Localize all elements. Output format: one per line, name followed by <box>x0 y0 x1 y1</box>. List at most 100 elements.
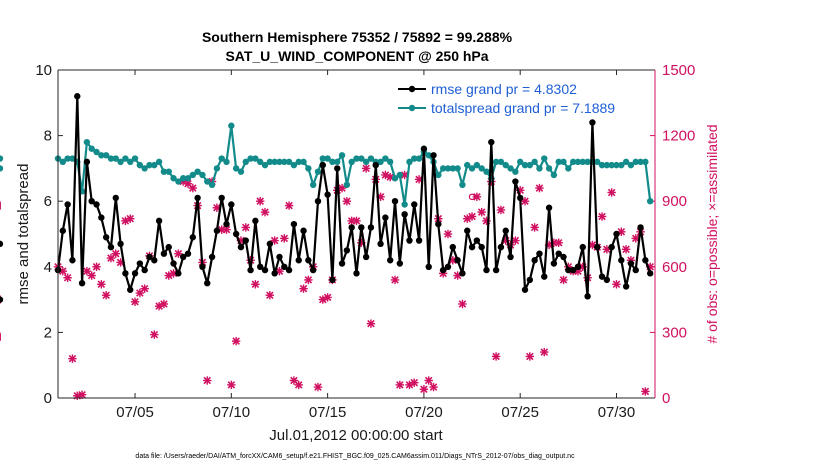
totalspread-point <box>112 155 119 162</box>
obs-assimilated-marker <box>554 238 563 247</box>
obs-assimilated-marker <box>540 347 549 357</box>
rmse-point <box>555 250 562 257</box>
rmse-point <box>175 270 182 277</box>
rmse-point <box>358 224 365 231</box>
totalspread-point <box>435 171 442 179</box>
x-axis-ticks: 07/05 07/10 07/15 07/20 07/25 07/30 <box>116 70 635 421</box>
obs-assimilated-marker <box>429 382 438 392</box>
totalspread-point <box>367 155 375 162</box>
totalspread-point <box>160 168 168 175</box>
totalspread-point <box>314 168 322 175</box>
rmse-point <box>232 230 240 238</box>
rmse-point <box>531 257 538 264</box>
rmse-point <box>136 260 144 267</box>
obs-assimilated-marker <box>280 234 289 243</box>
totalspread-point <box>401 201 408 208</box>
totalspread-point <box>151 161 158 169</box>
totalspread-point <box>526 161 534 169</box>
rmse-point <box>88 198 95 205</box>
totalspread-point <box>117 158 124 166</box>
totalspread-point <box>603 161 611 169</box>
rmse-point <box>473 237 481 244</box>
obs-assimilated-marker <box>511 236 520 245</box>
obs-assimilated-marker <box>304 275 313 285</box>
totalspread-point <box>449 165 456 172</box>
totalspread-point <box>637 158 644 166</box>
right-y-tick-label: 300 <box>662 324 687 341</box>
totalspread-point <box>536 165 543 172</box>
totalspread-point <box>468 165 476 172</box>
totalspread-point <box>574 158 582 166</box>
rmse-point <box>69 257 76 264</box>
rmse-point <box>329 276 336 284</box>
totalspread-point <box>324 155 331 162</box>
totalspread-point <box>141 165 148 172</box>
obs-assimilated-marker <box>126 214 135 223</box>
rmse-point <box>569 266 577 274</box>
x-tick-label: 07/15 <box>309 404 347 421</box>
totalspread-point <box>565 165 572 172</box>
rmse-point <box>594 243 601 251</box>
rmse-point <box>102 234 110 241</box>
rmse-point <box>613 230 620 238</box>
totalspread-point <box>107 155 115 162</box>
obs-assimilated-marker <box>82 266 92 276</box>
totalspread-point <box>300 158 307 166</box>
totalspread-point <box>406 158 413 166</box>
totalspread-point <box>184 175 192 182</box>
totalspread-point <box>555 158 562 166</box>
rmse-point <box>151 257 158 264</box>
left-y-tick-label: 4 <box>44 259 52 276</box>
left-y-tick-label: 10 <box>35 62 52 79</box>
left-y-tick-label: 6 <box>44 193 52 210</box>
rmse-point <box>59 227 67 234</box>
rmse-point <box>184 250 192 257</box>
totalspread-point <box>59 158 67 166</box>
obs-possible-series <box>468 193 476 201</box>
obs-assimilated-marker <box>361 164 371 173</box>
totalspread-point <box>285 158 293 166</box>
rmse-point <box>309 266 317 274</box>
rmse-point <box>218 194 225 202</box>
totalspread-point <box>343 181 351 188</box>
legend-spread-marker <box>408 104 416 112</box>
totalspread-point <box>594 158 601 166</box>
obs-assimilated-marker <box>535 183 544 193</box>
rmse-point <box>338 260 346 267</box>
totalspread-point <box>223 158 230 166</box>
totalspread-point <box>155 158 163 166</box>
rmse-point <box>574 263 582 270</box>
totalspread-point <box>309 181 317 188</box>
rmse-point <box>411 201 418 208</box>
rmse-point <box>536 250 543 257</box>
obs-assimilated-marker <box>150 330 159 339</box>
left-y-tick-label: 2 <box>44 324 52 341</box>
rmse-point <box>372 161 379 169</box>
rmse-point <box>247 266 254 274</box>
rmse-point <box>382 214 389 221</box>
rmse-point <box>642 257 649 264</box>
rmse-point <box>622 283 630 290</box>
rmse-point <box>459 270 466 277</box>
totalspread-point <box>541 155 548 162</box>
obs-assimilated-marker <box>491 352 501 361</box>
rmse-point <box>334 165 341 172</box>
rmse-point <box>483 266 490 274</box>
obs-assimilated-marker <box>323 293 332 302</box>
totalspread-point <box>613 161 620 169</box>
totalspread-point <box>507 165 514 172</box>
totalspread-point <box>122 155 129 162</box>
totalspread-point <box>584 158 591 166</box>
rmse-point <box>271 270 278 277</box>
rmse-point <box>608 243 615 251</box>
rmse-point <box>228 201 235 208</box>
totalspread-point <box>247 155 254 162</box>
totalspread-point <box>218 155 225 162</box>
totalspread-point <box>208 181 216 188</box>
rmse-point <box>127 286 134 293</box>
rmse-point <box>425 263 432 270</box>
rmse-point <box>584 293 591 300</box>
totalspread-point <box>377 158 384 166</box>
totalspread-point <box>257 158 264 166</box>
rmse-point <box>112 194 119 202</box>
